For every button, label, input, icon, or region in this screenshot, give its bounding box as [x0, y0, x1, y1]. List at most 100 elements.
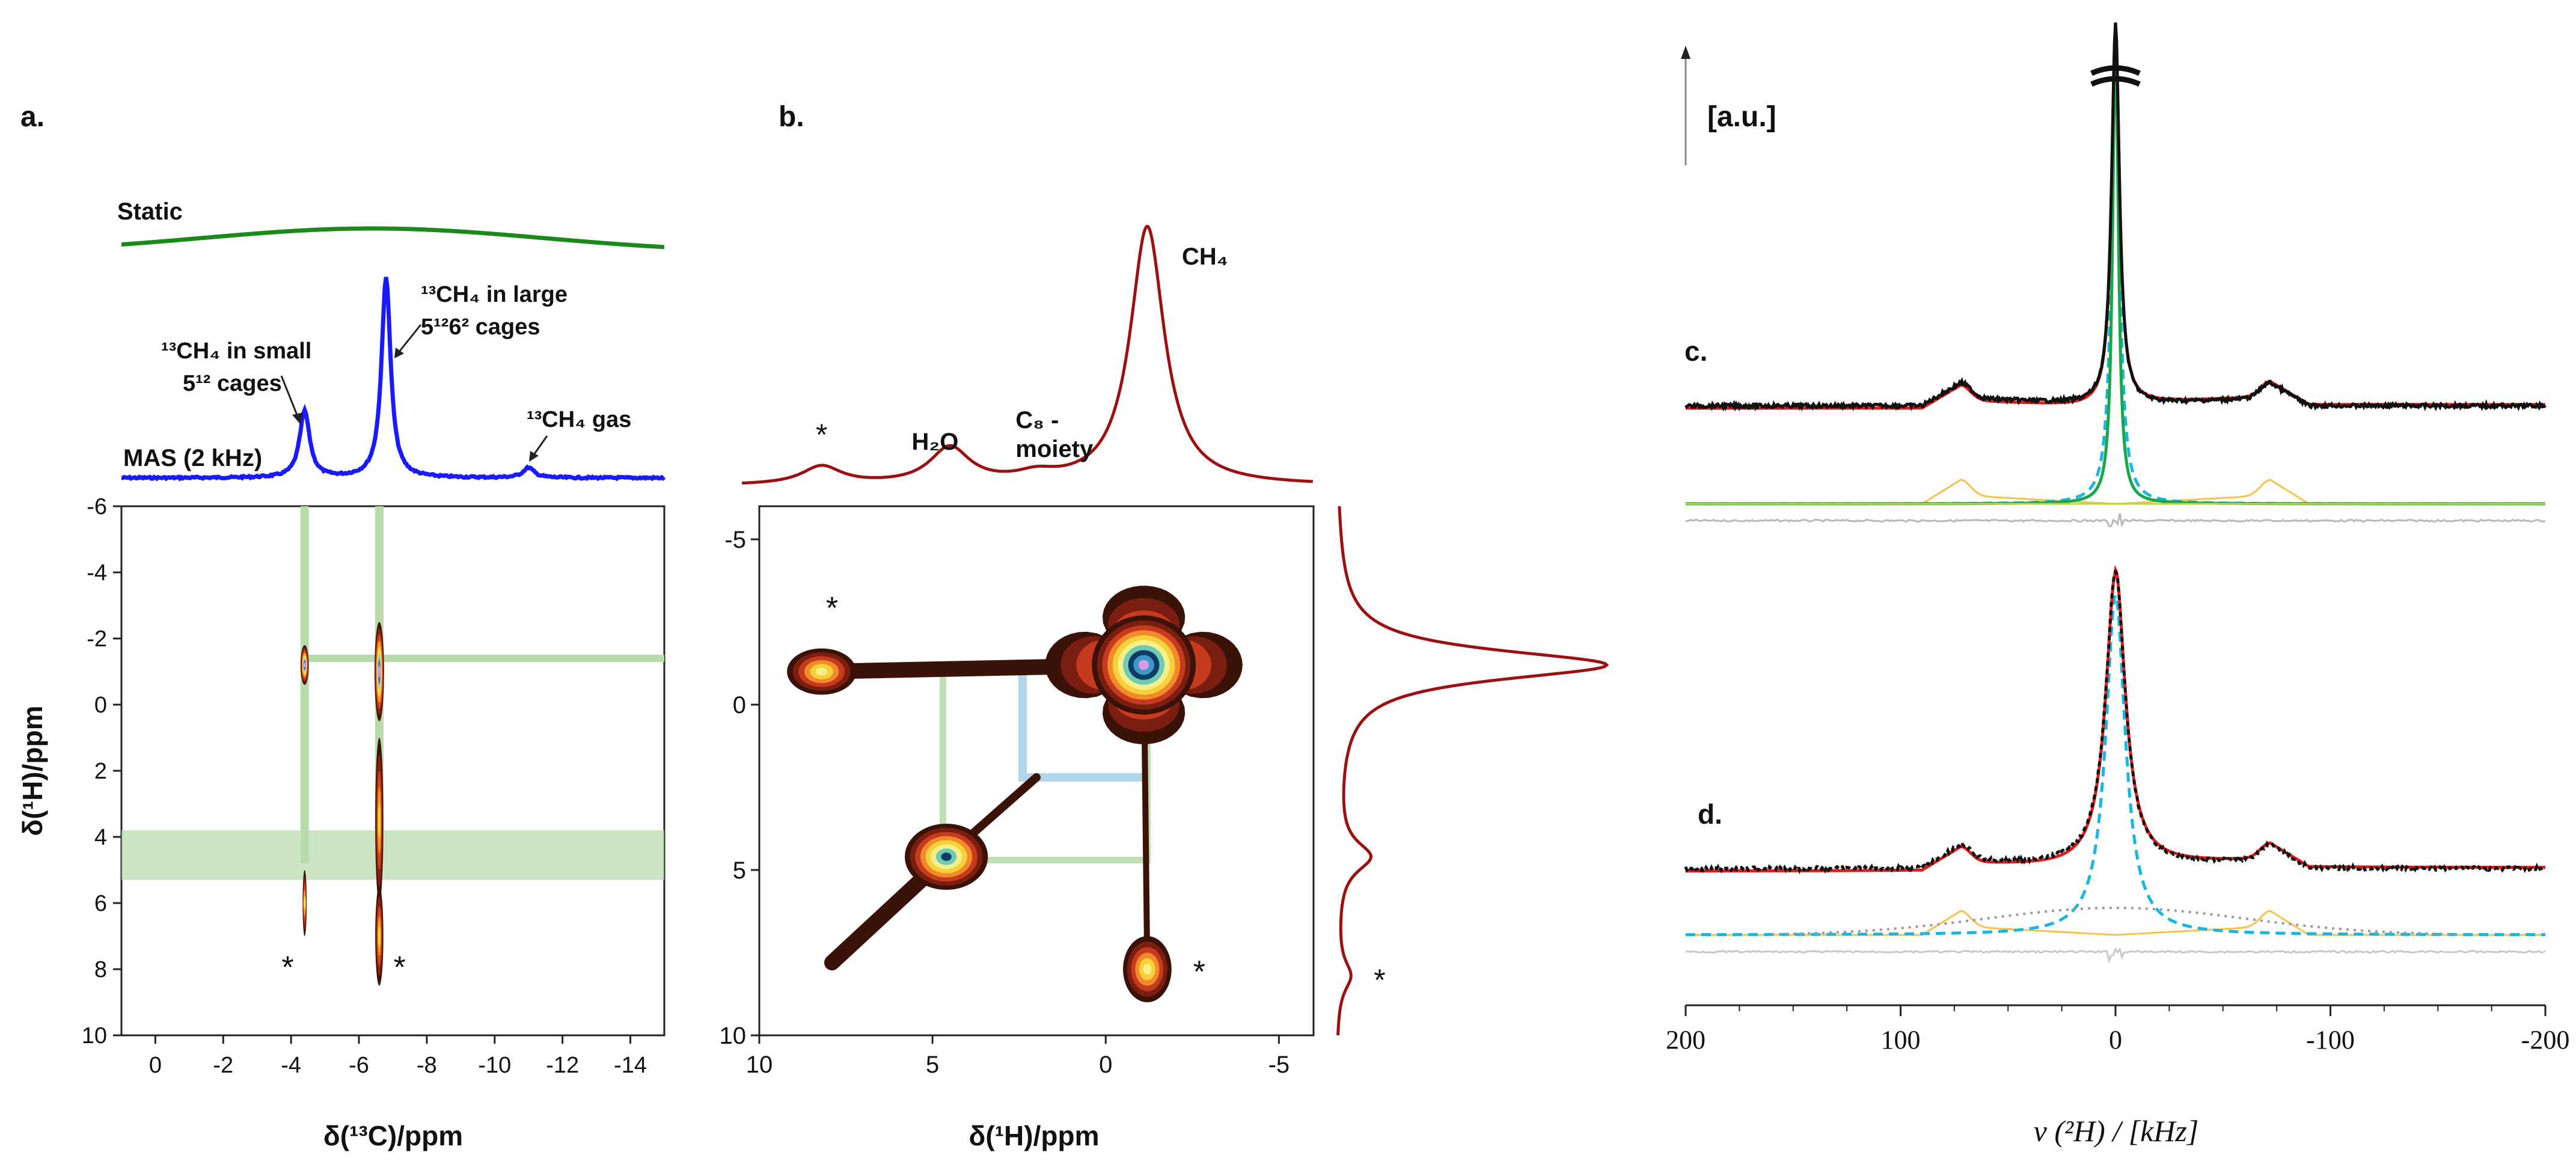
panel-a: a. Static MAS (2 kHz) ¹³CH₄ in small 5¹² c…: [17, 101, 666, 1151]
panel-a-xlabel: δ(¹³C)/ppm: [323, 1120, 463, 1151]
a-y-tick-label: 10: [82, 1023, 107, 1049]
panel-a-label: a.: [20, 101, 44, 133]
b-y-tick-label: 10: [720, 1023, 747, 1049]
panel-a-axes: 0 -2 -4 -6 -8 -10 -12 -14 -6 -4 -2 0 2 4 6 8 10: [82, 494, 647, 1078]
panel-a-top-traces: Static MAS (2 kHz): [117, 198, 666, 482]
b-top-ch4: CH₄: [1182, 244, 1228, 270]
panel-a-annotations: ¹³CH₄ in small 5¹² cages ¹³CH₄ in large 5¹²…: [161, 282, 631, 462]
a-y-tick-label: 6: [94, 891, 107, 916]
cd-residual-trace: [1685, 947, 2546, 964]
b-x-tick-label: -5: [1268, 1052, 1290, 1078]
mas-label: MAS (2 kHz): [123, 445, 262, 471]
panel-b-right-projection: *: [1336, 506, 1609, 1036]
annot-small-arrow: [280, 375, 301, 421]
a-x-tick-label: -12: [546, 1053, 579, 1078]
cd-experiment-trace: [1684, 569, 2546, 875]
b-x-tick-label: 0: [1099, 1052, 1112, 1078]
a-x-tick-label: -4: [281, 1053, 301, 1078]
panel-cd-xlabel: ν (²H) / [kHz]: [2034, 1114, 2199, 1148]
panel-b-frame: [758, 505, 1315, 1037]
intensity-arrow-head: [1681, 46, 1690, 59]
annot-small-line2: 5¹² cages: [183, 371, 282, 396]
cd-axis-break-2: [2090, 76, 2141, 87]
a-contour-level: [303, 896, 306, 910]
panel-d-label: d.: [1698, 798, 1722, 830]
a-x-tick-label: 0: [149, 1053, 162, 1078]
annot-gas-label: ¹³CH₄ gas: [527, 407, 631, 432]
cd-lorentz-trace: [1686, 591, 2545, 937]
panel-cd-axes: 200 100 0 -100 -200: [1666, 1004, 2570, 1055]
panel-b-xlabel: δ(¹H)/ppm: [969, 1120, 1100, 1151]
a-y-tick-label: -6: [87, 494, 107, 519]
a-contour-level: [378, 926, 381, 946]
panel-cd: [a.u.] 200 100 0 -100 -200 c. d. ν (²H) / [k…: [1666, 22, 2570, 1148]
annot-large-line1: ¹³CH₄ in large: [421, 282, 568, 307]
a-y-tick-label: 0: [94, 693, 107, 718]
b-y-tick-label: 0: [733, 692, 746, 718]
panel-b-label: b.: [779, 101, 804, 133]
b-contour-level: [816, 667, 828, 676]
cd-axis-break-1: [2090, 65, 2141, 76]
b-contour-level: [941, 853, 952, 861]
a-y-tick-label: -2: [87, 626, 107, 652]
cd-pake-trace: [1686, 479, 2545, 505]
a-plot-clip: [121, 506, 664, 986]
panel-a-frame: [120, 505, 665, 1037]
a-guide-band: [121, 830, 664, 880]
a-y-tick-label: -4: [87, 560, 107, 586]
panel-a-plot: * *: [120, 505, 665, 1037]
b-right-trace: [1336, 506, 1609, 1036]
a-x-tick-label: -10: [478, 1053, 511, 1078]
b-top-moiety: moiety: [1015, 436, 1094, 462]
a-y-tick-label: 4: [94, 825, 107, 850]
cd-broad-trace: [1771, 907, 2460, 936]
panel-b-axes: 10 5 0 -5 -5 0 5 10: [720, 527, 1290, 1078]
b-star: *: [1193, 955, 1205, 990]
mas-trace: [121, 277, 666, 482]
cd-x-tick-label: 0: [2109, 1025, 2122, 1055]
b-top-c8: C₈ -: [1015, 407, 1059, 433]
a-star: *: [281, 951, 293, 985]
a-contour-level: [303, 662, 306, 668]
cd-residual-trace: [1685, 513, 2546, 528]
a-x-tick-label: -14: [614, 1053, 647, 1078]
b-top-trace: [742, 225, 1313, 485]
b-contour-level: [1143, 963, 1152, 975]
intensity-axis-label: [a.u.]: [1707, 101, 1776, 133]
annot-gas-arrowhead: [529, 451, 539, 462]
cd-x-tick-label: 200: [1666, 1025, 1706, 1055]
panel-a-ylabel: δ(¹H)/ppm: [17, 706, 48, 836]
annot-large-arrowhead: [394, 348, 404, 358]
panel-b-top-projection: * H₂O C₈ - moiety CH₄: [742, 225, 1313, 485]
panel-c-label: c.: [1684, 335, 1707, 367]
a-contour-level: [378, 665, 381, 678]
b-plot-clip: [787, 586, 1243, 1002]
b-y-tick-label: -5: [724, 527, 746, 553]
b-top-star: *: [816, 418, 827, 452]
a-contour-level: [378, 804, 381, 837]
static-label: Static: [117, 198, 183, 225]
cd-lorentz-trace: [1686, 47, 2545, 506]
b-contour-level: [1138, 660, 1149, 670]
cd-narrow-trace: [1686, 35, 2545, 506]
cd-x-tick-label: -200: [2521, 1025, 2570, 1055]
b-right-star: *: [1374, 963, 1385, 997]
annot-large-line2: 5¹²6² cages: [421, 314, 540, 340]
b-top-h2o: H₂O: [912, 429, 959, 455]
annot-small-line1: ¹³CH₄ in small: [161, 338, 311, 364]
static-trace: [121, 226, 665, 250]
b-x-tick-label: 5: [926, 1052, 939, 1078]
cd-x-tick-label: 100: [1881, 1025, 1921, 1055]
a-x-tick-label: -6: [349, 1053, 369, 1078]
cd-pake-trace: [1686, 910, 2545, 936]
b-y-tick-label: 5: [733, 857, 746, 884]
panel-b-plot: **: [758, 505, 1315, 1037]
b-star: *: [826, 591, 838, 626]
cd-x-tick-label: -100: [2306, 1025, 2355, 1055]
annot-large-arrow: [396, 324, 422, 355]
b-x-tick-label: 10: [746, 1052, 773, 1078]
a-x-tick-label: -2: [213, 1053, 233, 1078]
annot-small-arrowhead: [292, 412, 303, 424]
